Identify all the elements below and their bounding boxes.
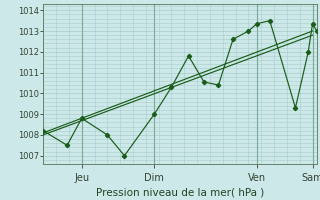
- X-axis label: Pression niveau de la mer( hPa ): Pression niveau de la mer( hPa ): [96, 187, 264, 197]
